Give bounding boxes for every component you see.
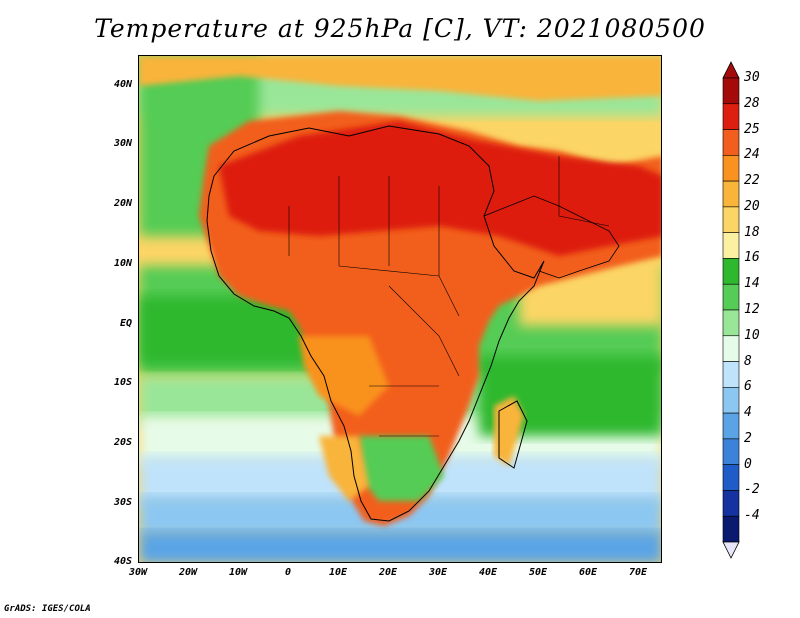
southern-africa-cool [359, 436, 444, 501]
lon-tick: 20E [378, 567, 398, 578]
colorbar-level-label: 6 [744, 379, 752, 395]
colorbar-segment [722, 129, 740, 156]
colorbar-level-label: -4 [744, 508, 760, 524]
temperature-map [138, 55, 662, 563]
lat-tick: 10N [113, 258, 132, 269]
colorbar [722, 61, 740, 559]
colorbar-segment [722, 361, 740, 388]
colorbar-segment [722, 180, 740, 208]
colorbar-level-label: 28 [744, 95, 760, 111]
lon-tick: 0 [284, 567, 292, 578]
colorbar-level-label: 4 [744, 405, 752, 421]
colorbar-level-label: 24 [744, 147, 760, 163]
colorbar-under-triangle [722, 541, 740, 559]
lon-tick: 60E [578, 567, 598, 578]
lat-tick: 40N [113, 79, 132, 90]
colorbar-segment [722, 515, 740, 543]
lon-tick: 20W [178, 567, 198, 578]
lat-tick: 30N [113, 138, 132, 149]
colorbar-level-label: -2 [744, 482, 760, 498]
lat-tick: 20N [113, 198, 132, 209]
europe-band [139, 56, 661, 101]
colorbar-segment [722, 206, 740, 233]
colorbar-level-label: 30 [744, 70, 760, 85]
colorbar-level-label: 2 [744, 430, 752, 446]
colorbar-segment [722, 232, 740, 259]
colorbar-segment [722, 309, 740, 337]
colorbar-segment [722, 258, 740, 285]
colorbar-over-triangle [722, 61, 740, 79]
lon-tick: 30E [428, 567, 448, 578]
lat-tick: 40S [113, 556, 132, 567]
colorbar-level-label: 10 [744, 327, 760, 343]
coastline [206, 125, 545, 522]
lon-tick: 70E [628, 567, 648, 578]
colorbar-level-label: 12 [744, 302, 760, 317]
colorbar-level-label: 18 [744, 224, 760, 240]
colorbar-segment [722, 387, 740, 414]
colorbar-level-label: 22 [744, 173, 760, 189]
colorbar-level-label: 25 [744, 121, 760, 137]
colorbar-level-label: 0 [744, 456, 752, 472]
central-africa-warm [369, 306, 459, 396]
colorbar-segment [722, 77, 740, 105]
colorbar-level-label: 14 [744, 276, 760, 292]
colorbar-level-label: 16 [744, 250, 760, 266]
colorbar-segment [722, 490, 740, 517]
map-title: Temperature at 925hPa [C], VT: 202108050… [94, 14, 706, 43]
sahara-hotspot [219, 121, 661, 256]
madagascar [494, 396, 524, 466]
colorbar-segment [722, 335, 740, 362]
colorbar-segment [722, 155, 740, 182]
colorbar-segment [722, 438, 740, 465]
lon-tick: 40E [478, 567, 498, 578]
colorbar-level-label: 8 [744, 353, 752, 369]
colorbar-level-label: 20 [744, 198, 760, 214]
lon-tick: 10E [328, 567, 348, 578]
colorbar-segment [722, 412, 740, 440]
colorbar-segment [722, 283, 740, 311]
grads-credit: GrADS: IGES/COLA [4, 604, 91, 614]
lat-tick: EQ [119, 318, 132, 329]
colorbar-segment [722, 464, 740, 491]
colorbar-segment [722, 103, 740, 130]
lon-tick: 50E [528, 567, 548, 578]
lat-tick: 30S [113, 497, 132, 508]
lat-tick: 20S [113, 437, 132, 448]
lon-tick: 10W [228, 567, 248, 578]
lat-tick: 10S [113, 377, 132, 388]
lon-tick: 30W [128, 567, 148, 578]
